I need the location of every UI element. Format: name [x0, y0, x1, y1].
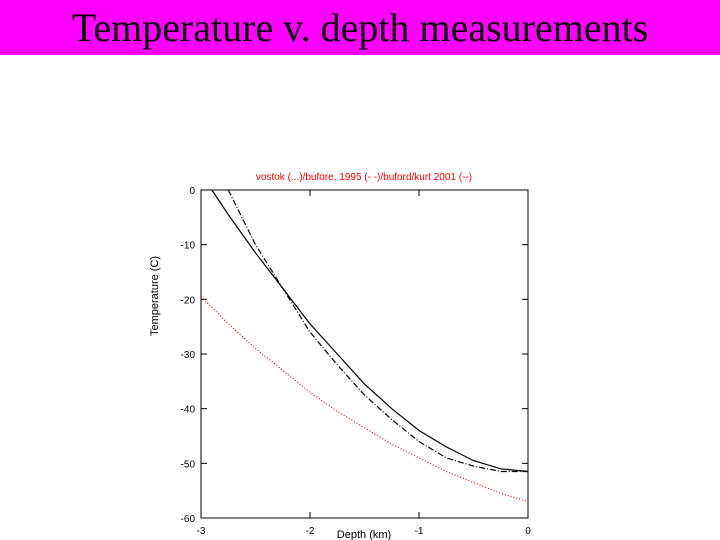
y-tick-label: -60	[181, 514, 196, 525]
y-tick-label: -20	[181, 295, 196, 306]
plot-frame	[200, 189, 529, 519]
series-line-1	[211, 189, 529, 473]
y-tick-label: -50	[181, 459, 196, 470]
y-tick-label: -10	[181, 241, 196, 252]
y-tick-label: -30	[181, 350, 196, 361]
x-tick-label: -2	[306, 526, 315, 537]
x-tick-label: 0	[525, 526, 531, 537]
chart-title: vostok (...)/bufore, 1995 (- -)/buford/k…	[256, 172, 472, 183]
chart-axes: 0-10-20-30-40-50-60-3 -2 -1 0	[181, 186, 532, 537]
y-axis-label: Temperature (C)	[149, 256, 161, 336]
chart-series-layer	[200, 189, 529, 503]
series-line-3	[200, 296, 529, 503]
slide-title: Temperature v. depth measurements	[71, 4, 649, 50]
series-line-2	[227, 189, 528, 473]
x-tick-label: -1	[415, 526, 424, 537]
x-tick-label: -3	[197, 526, 206, 537]
y-tick-label: 0	[189, 186, 195, 197]
title-bar: Temperature v. depth measurements	[0, 0, 720, 55]
y-tick-label: -40	[181, 405, 196, 416]
x-axis-label: Depth (km)	[337, 529, 391, 540]
